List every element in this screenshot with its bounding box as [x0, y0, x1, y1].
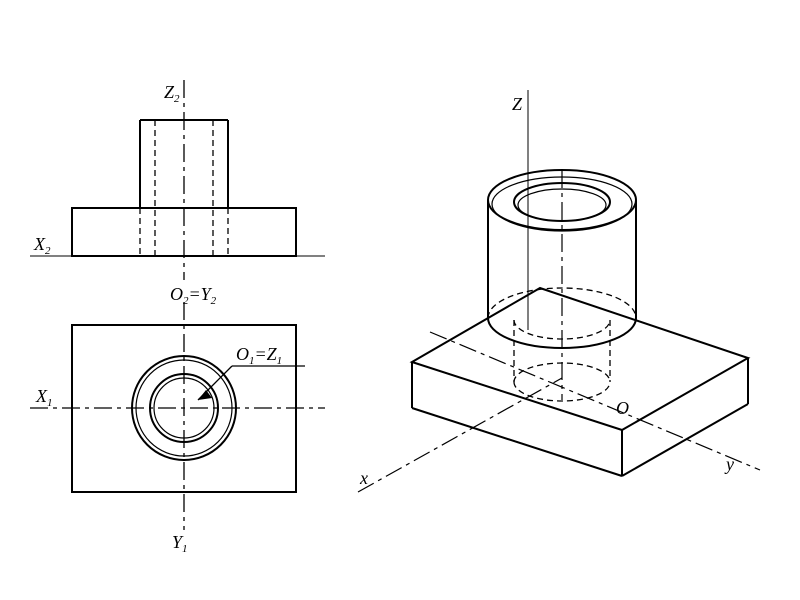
base-edge-bf	[412, 408, 622, 476]
label-x2: X2	[33, 234, 51, 257]
front-view	[30, 80, 325, 280]
label-iso-z: Z	[512, 94, 523, 114]
label-y1: Y1	[172, 532, 188, 555]
iso-axis-y	[430, 332, 760, 470]
label-x1: X1	[35, 386, 53, 409]
engineering-drawing: Z2 X2 O2=Y2 O1=Z1 X1 Y1 Z x y O	[0, 0, 800, 600]
top-view	[30, 302, 325, 530]
label-o2: O2=Y2	[170, 284, 217, 307]
leader-arrow	[198, 390, 212, 400]
label-o1: O1=Z1	[236, 344, 282, 367]
label-iso-y: y	[724, 454, 734, 474]
label-z2: Z2	[164, 82, 180, 105]
label-iso-o: O	[616, 398, 629, 418]
label-iso-x: x	[359, 468, 368, 488]
isometric-view	[358, 90, 760, 492]
base-top-face	[412, 288, 748, 430]
iso-axis-x	[358, 378, 562, 492]
